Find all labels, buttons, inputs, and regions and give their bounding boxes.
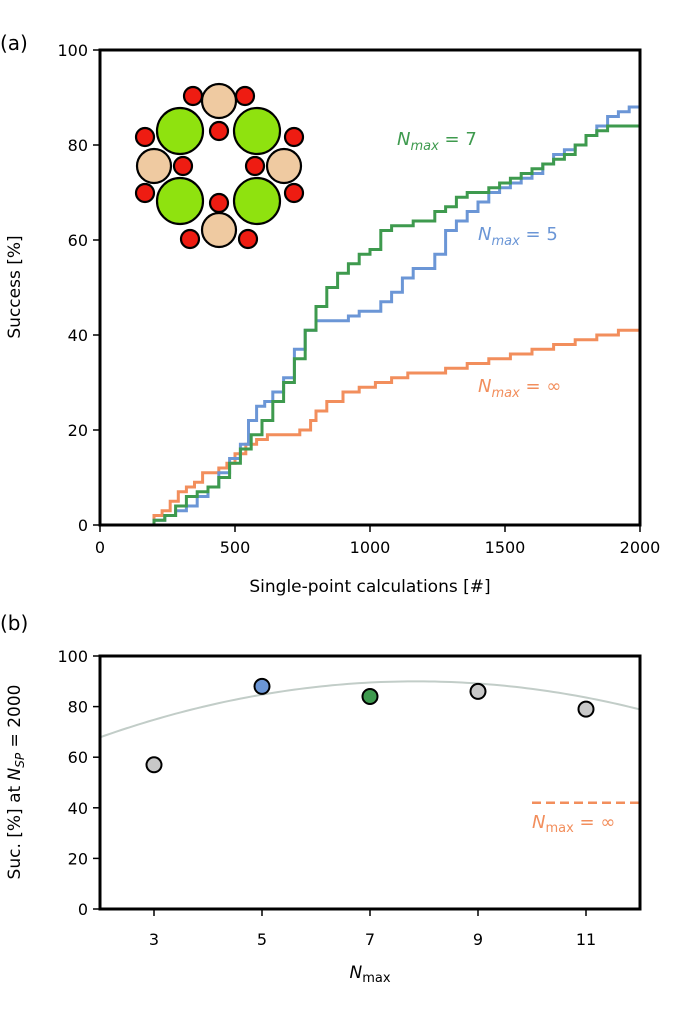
atom-medium bbox=[135, 147, 173, 185]
panel-b-label: (b) bbox=[0, 611, 28, 635]
atom-large bbox=[232, 176, 282, 226]
atom-large bbox=[155, 106, 205, 156]
x-tick-label: 2000 bbox=[620, 538, 661, 557]
reference-line-label: Nmax = ∞ bbox=[532, 812, 615, 836]
y-tick-label: 0 bbox=[78, 516, 88, 535]
y-tick-label: 20 bbox=[68, 849, 88, 868]
panel-a-xlabel: Single-point calculations [#] bbox=[249, 577, 490, 597]
y-tick-label: 100 bbox=[57, 647, 88, 666]
y-tick-label: 0 bbox=[78, 900, 88, 919]
y-tick-label: 60 bbox=[68, 748, 88, 767]
y-tick-label: 60 bbox=[68, 231, 88, 250]
atom-small bbox=[172, 155, 194, 177]
atom-small bbox=[134, 182, 156, 204]
y-tick-label: 40 bbox=[68, 326, 88, 345]
atom-large bbox=[155, 176, 205, 226]
x-tick-label: 0 bbox=[95, 538, 105, 557]
y-tick-label: 40 bbox=[68, 799, 88, 818]
panel-b-xlabel: Nmax bbox=[349, 963, 390, 986]
panel-b: (b) 3 5 7 9 11 0 20 40 60 80 100 Nmax Suc. [%] at … bbox=[0, 611, 642, 986]
panel-a-ticks: 0 500 1000 1500 2000 0 20 40 60 80 100 bbox=[57, 41, 660, 557]
x-tick-label: 1000 bbox=[350, 538, 391, 557]
y-tick-label: 80 bbox=[68, 698, 88, 717]
atom-small bbox=[182, 85, 204, 107]
atom-small bbox=[237, 228, 259, 250]
x-tick-label: 500 bbox=[220, 538, 251, 557]
atom-small bbox=[244, 155, 266, 177]
atom-small bbox=[208, 192, 230, 214]
series-line bbox=[145, 325, 642, 527]
atom-medium bbox=[200, 211, 238, 249]
annotation-nmax-inf: Nmax = ∞ bbox=[478, 376, 561, 401]
data-point bbox=[253, 677, 271, 695]
series-line bbox=[145, 105, 640, 527]
panel-b-ticks: 3 5 7 9 11 0 20 40 60 80 100 bbox=[57, 647, 596, 949]
panel-a: (a) 0 500 1000 1500 2000 0 20 40 60 80 100 Single-… bbox=[0, 31, 660, 597]
atom-medium bbox=[200, 82, 238, 120]
atom-small bbox=[179, 228, 201, 250]
x-tick-label: 3 bbox=[149, 930, 159, 949]
atom-medium bbox=[265, 147, 303, 185]
x-tick-label: 7 bbox=[365, 930, 375, 949]
panel-b-marks bbox=[99, 677, 641, 804]
panel-b-frame bbox=[98, 654, 642, 911]
atom-small bbox=[234, 85, 256, 107]
x-tick-label: 9 bbox=[473, 930, 483, 949]
x-tick-label: 11 bbox=[576, 930, 596, 949]
panel-a-ylabel: Success [%] bbox=[5, 235, 25, 338]
data-point bbox=[577, 700, 595, 718]
molecule-inset bbox=[134, 82, 305, 250]
series-line bbox=[145, 124, 640, 527]
annotation-nmax-7: Nmax = 7 bbox=[397, 129, 477, 154]
panel-a-label: (a) bbox=[0, 31, 28, 55]
x-tick-label: 1500 bbox=[485, 538, 526, 557]
y-tick-label: 100 bbox=[57, 41, 88, 60]
atom-small bbox=[134, 126, 156, 148]
panel-b-ylabel: Suc. [%] at NSP = 2000 bbox=[5, 685, 27, 880]
data-point bbox=[361, 687, 379, 705]
y-tick-label: 80 bbox=[68, 136, 88, 155]
atom-small bbox=[208, 120, 230, 142]
data-point bbox=[145, 756, 163, 774]
atom-large bbox=[232, 106, 282, 156]
y-tick-label: 20 bbox=[68, 421, 88, 440]
annotation-nmax-5: Nmax = 5 bbox=[478, 224, 558, 249]
atom-small bbox=[283, 182, 305, 204]
panel-a-series bbox=[145, 105, 642, 527]
x-tick-label: 5 bbox=[257, 930, 267, 949]
panel-a-frame bbox=[98, 48, 642, 527]
data-point bbox=[469, 682, 487, 700]
fit-curve bbox=[99, 680, 641, 739]
atom-small bbox=[283, 126, 305, 148]
